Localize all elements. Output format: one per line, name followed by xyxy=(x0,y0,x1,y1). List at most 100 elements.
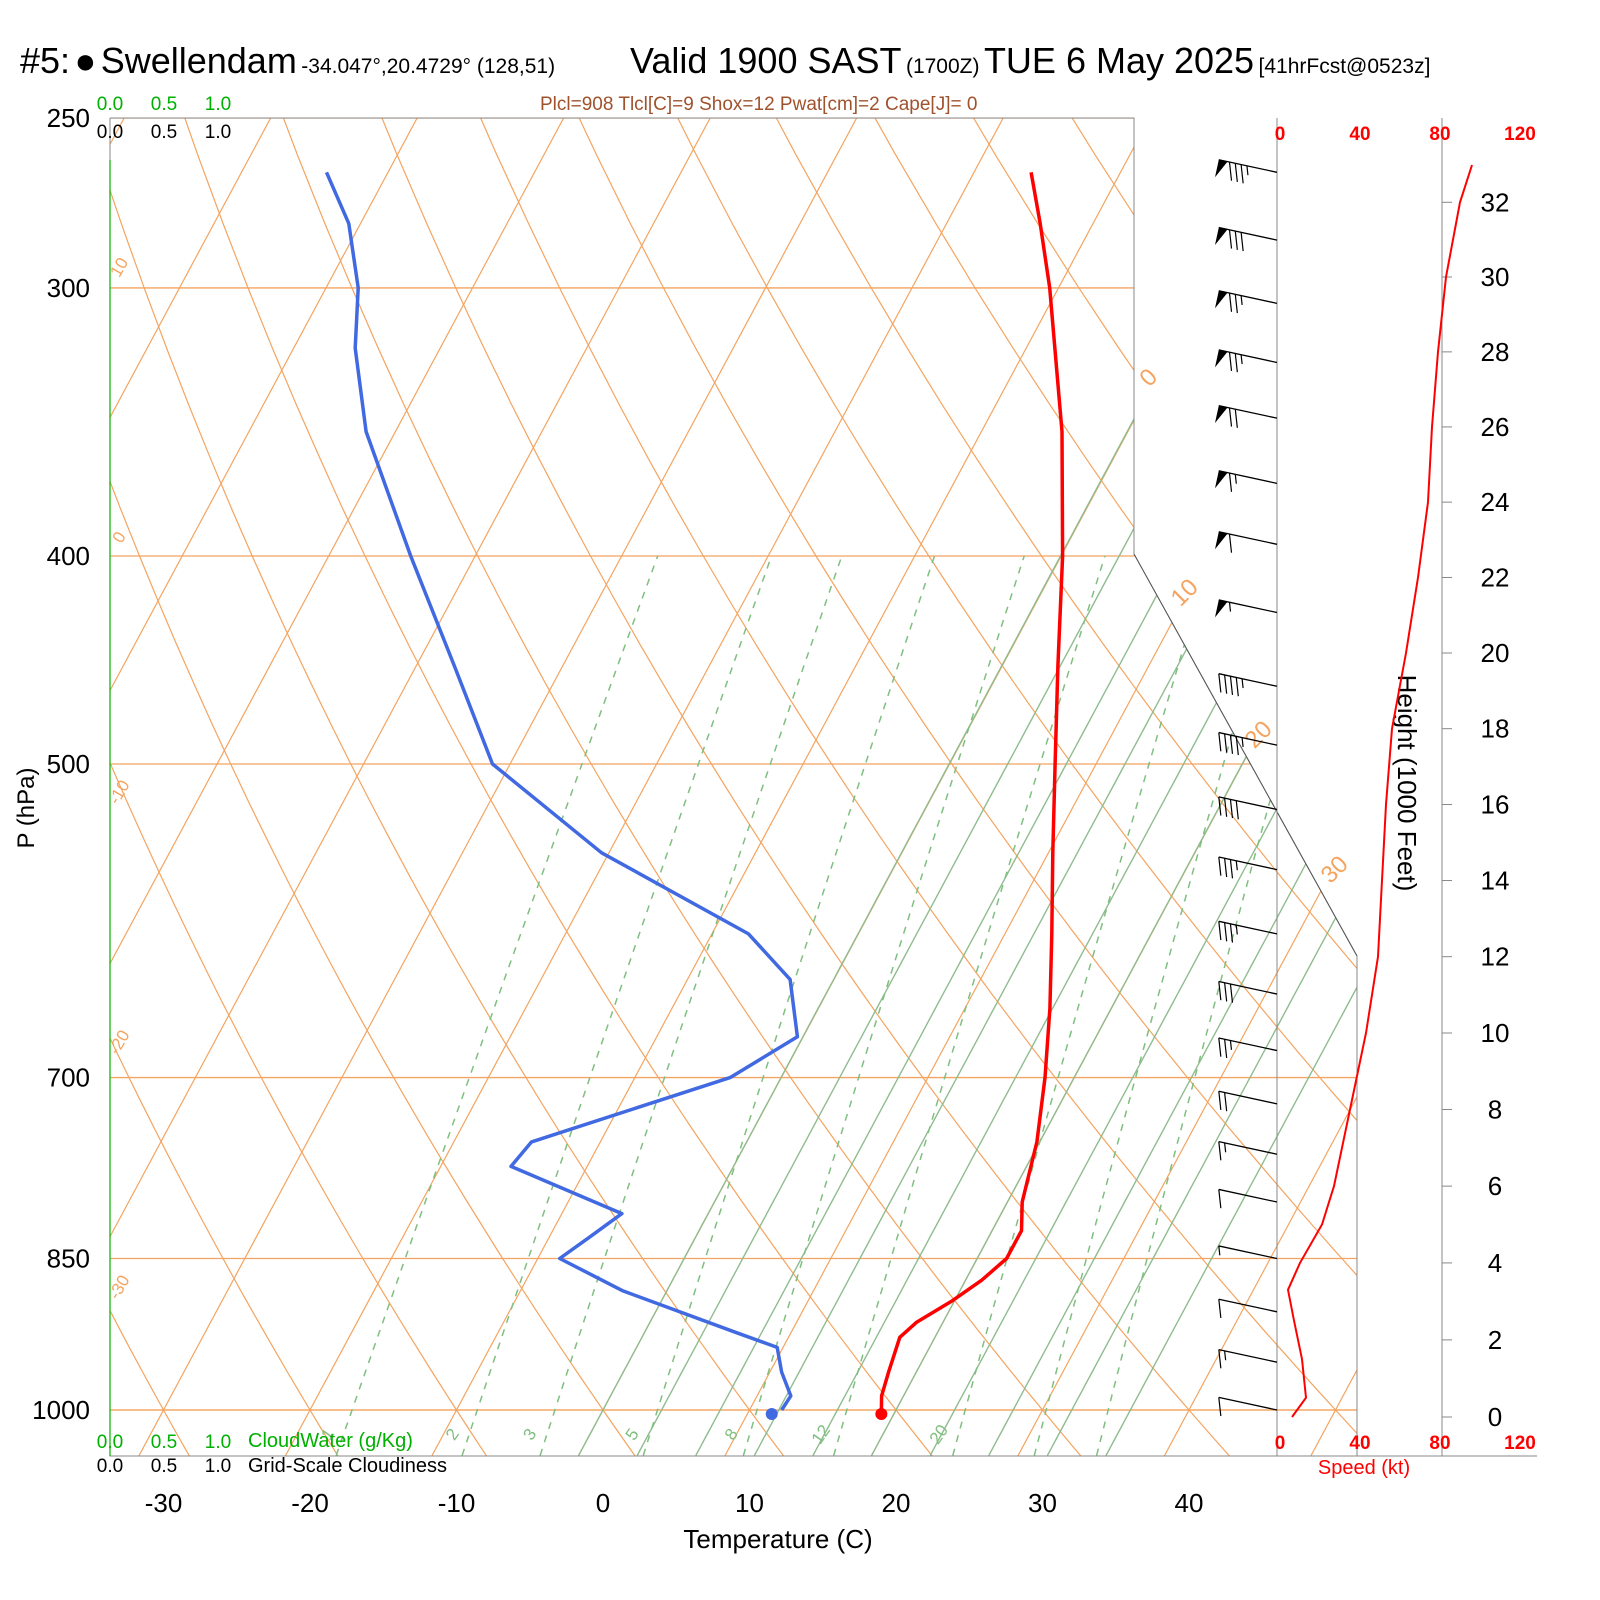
barb-flag xyxy=(1218,921,1222,941)
barb-flag xyxy=(1234,353,1238,373)
isotherm-label: 20 xyxy=(1240,716,1278,754)
barb-staff xyxy=(1218,531,1278,545)
speed-tick-bottom: 120 xyxy=(1504,1433,1536,1454)
barb-flag xyxy=(1235,677,1239,697)
barb-flag xyxy=(1234,163,1238,183)
isotherm-line xyxy=(1434,0,1600,1499)
wind-barb xyxy=(1218,1348,1278,1369)
barb-half-flag xyxy=(1229,1040,1233,1050)
barb-half-flag xyxy=(1241,678,1244,689)
barb-half-flag xyxy=(1240,295,1243,305)
speed-tick-top: 80 xyxy=(1429,124,1450,145)
wind-barb xyxy=(1215,226,1278,252)
barb-staff xyxy=(1218,1245,1278,1260)
wind-barb xyxy=(1218,980,1278,1003)
mixing-ratio-line xyxy=(832,555,1106,1456)
speed-tick-bottom: 80 xyxy=(1429,1433,1450,1454)
temperature-tick-label: 20 xyxy=(882,1488,911,1518)
temperature-tick-label: -10 xyxy=(438,1488,476,1518)
station-name: Swellendam xyxy=(100,40,297,81)
barb-pennant xyxy=(1215,227,1228,245)
barb-flag xyxy=(1229,799,1234,819)
barb-staff xyxy=(1218,1298,1278,1313)
speed-tick-top: 120 xyxy=(1504,124,1536,145)
isotherm-line xyxy=(115,118,922,1456)
height-tick-label: 4 xyxy=(1488,1248,1502,1278)
barb-half-flag xyxy=(1218,1245,1221,1256)
dry-adiabat xyxy=(1571,0,1600,1499)
barb-flag xyxy=(1218,1299,1222,1318)
wind-barb xyxy=(1218,673,1278,697)
forecast-info: [41hrFcst@0523z] xyxy=(1258,55,1431,78)
mixing-ratio-line xyxy=(952,555,1212,1456)
station-dot-icon: ● xyxy=(74,40,97,81)
isotherm-line xyxy=(110,118,189,1456)
barb-half-flag xyxy=(1241,737,1244,748)
wind-barb xyxy=(1218,1245,1278,1260)
barb-flag xyxy=(1240,164,1244,184)
barb-flag xyxy=(1224,858,1228,878)
pressure-tick-label: 700 xyxy=(47,1063,90,1093)
dry-adiabat xyxy=(110,118,817,1456)
dry-adiabat xyxy=(714,118,1357,1456)
height-tick-label: 10 xyxy=(1481,1018,1510,1048)
cloudiness-scale-tick: 1.0 xyxy=(205,122,231,143)
barb-staff xyxy=(1218,404,1278,419)
isotherm-label: 30 xyxy=(1316,851,1354,889)
mixing-ratio-line xyxy=(742,555,1025,1456)
height-tick-label: 28 xyxy=(1481,337,1510,367)
isotherm-label: -30 xyxy=(105,1272,134,1303)
temperature-tick-label: -30 xyxy=(145,1488,183,1518)
barb-flag xyxy=(1218,1349,1222,1369)
barb-staff xyxy=(1218,1348,1278,1363)
dry-adiabat xyxy=(334,118,1269,1456)
isotherm-line xyxy=(1287,118,1357,1456)
isotherm-line xyxy=(701,118,1357,1456)
barb-half-flag xyxy=(1235,925,1238,935)
isotherm-line xyxy=(0,0,42,1499)
height-tick-label: 30 xyxy=(1481,262,1510,292)
zulu-time: (1700Z) xyxy=(905,55,980,78)
height-axis-title: Height (1000 Feet) xyxy=(1392,675,1422,892)
cloudwater-scale-tick: 0.0 xyxy=(97,1432,123,1453)
barb-staff xyxy=(1218,856,1278,871)
moist-adiabat xyxy=(929,118,1357,1456)
isotherm-line xyxy=(408,118,1215,1456)
wind-barb xyxy=(1215,159,1278,184)
barb-flag xyxy=(1229,859,1234,879)
barb-flag xyxy=(1235,736,1239,756)
barb-flag xyxy=(1224,798,1228,817)
cloudiness-scale-tick: 0.0 xyxy=(97,1456,123,1477)
barb-staff xyxy=(1218,1090,1278,1105)
height-tick-label: 2 xyxy=(1488,1325,1502,1355)
barb-pennant xyxy=(1215,349,1228,368)
wind-barb xyxy=(1218,796,1278,820)
wind-barb xyxy=(1218,1090,1278,1112)
barb-flag xyxy=(1234,294,1238,314)
barb-flag xyxy=(1229,676,1234,695)
barb-flag xyxy=(1218,856,1222,876)
valid-time: Valid 1900 SAST xyxy=(630,40,902,81)
barb-staff xyxy=(1218,1188,1278,1203)
height-tick-label: 14 xyxy=(1481,866,1510,896)
wind-barb xyxy=(1218,731,1278,756)
barb-half-flag xyxy=(1224,1350,1227,1361)
profiles-layer xyxy=(324,171,1065,1420)
isotherm-line xyxy=(994,118,1357,1456)
barb-flag xyxy=(1229,923,1234,943)
mixing-ratio-label: 2 xyxy=(442,1425,463,1444)
moist-adiabat xyxy=(753,118,1357,1456)
pressure-tick-label: 850 xyxy=(47,1244,90,1274)
moist-adiabat xyxy=(636,118,1357,1456)
wind-barb xyxy=(1215,349,1278,373)
barb-pennant xyxy=(1215,470,1228,489)
barb-pennant xyxy=(1215,599,1228,618)
barb-flag xyxy=(1235,800,1239,820)
height-tick-label: 24 xyxy=(1481,487,1510,517)
mixing-ratio-label: 12 xyxy=(808,1421,834,1447)
moist-adiabat xyxy=(577,118,1317,1456)
wind-barb xyxy=(1218,1298,1278,1318)
isotherm-line xyxy=(1140,118,1357,1456)
barb-half-flag xyxy=(1228,602,1232,612)
cloudwater-scale-tick: 1.0 xyxy=(205,94,231,115)
